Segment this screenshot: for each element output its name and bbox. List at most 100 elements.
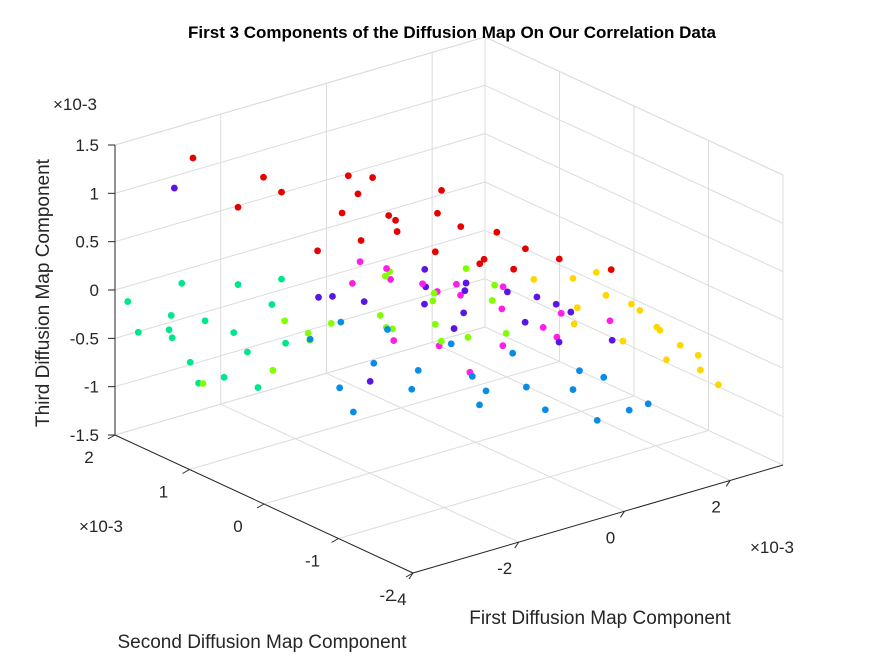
scatter-point [408, 385, 416, 393]
scatter-point [636, 306, 644, 314]
scatter-point [541, 406, 549, 414]
x-tick-mark [408, 572, 414, 580]
scatter-point [356, 258, 364, 266]
scatter-point [461, 287, 469, 295]
scatter-point [430, 289, 438, 297]
scatter-point [421, 265, 429, 273]
z-tick-label: 1 [90, 184, 99, 203]
scatter-point [714, 381, 722, 389]
back-wall-grid-line [114, 133, 486, 243]
scatter-point [357, 237, 365, 244]
scatter-point [434, 209, 441, 217]
z-tick-label: -1 [84, 378, 99, 397]
y-tick-label: -2 [379, 586, 394, 605]
scatter-point [476, 260, 484, 268]
scatter-point [349, 408, 357, 416]
scatter-point [370, 359, 378, 367]
y-tick-mark [405, 572, 414, 578]
scatter-point [392, 216, 399, 224]
x-exponent-label: ×10-3 [750, 538, 794, 557]
scatter-point [429, 297, 437, 305]
scatter-point [510, 265, 518, 273]
scatter-point [234, 203, 242, 211]
scatter-point [278, 275, 285, 283]
scatter-point [124, 298, 132, 305]
scatter-point [482, 387, 490, 395]
x-tick-mark [725, 480, 731, 487]
scatter-point [344, 172, 352, 180]
scatter-point [389, 325, 396, 333]
z-tick-label: 0.5 [75, 233, 99, 252]
scatter-point [503, 288, 511, 296]
scatter-point [438, 186, 445, 194]
scatter-point [555, 255, 563, 263]
scatter-point [696, 366, 704, 374]
scatter-point [663, 356, 670, 364]
scatter-point [134, 328, 142, 336]
scatter-point [278, 188, 285, 196]
scatter-point [421, 300, 428, 308]
scatter-point [168, 334, 176, 342]
x-tick-mark [620, 511, 625, 518]
scatter-point [268, 301, 276, 308]
scatter-point [453, 280, 460, 288]
scatter-point [431, 248, 439, 256]
scatter-point [165, 326, 173, 334]
scatter-point [230, 329, 238, 336]
scatter-point [509, 349, 517, 357]
scatter-point [502, 329, 510, 337]
scatter-point [304, 329, 312, 337]
scatter-point [243, 348, 251, 356]
scatter-point [381, 272, 389, 280]
scatter-point [480, 255, 488, 263]
y-exponent-label: ×10-3 [79, 517, 123, 536]
scatter-point [569, 386, 577, 393]
back-wall-grid-line [484, 84, 784, 224]
scatter-point [281, 317, 289, 325]
scatter-point [199, 380, 207, 387]
y-tick-mark [107, 434, 116, 440]
scatter-point [450, 325, 458, 332]
y-tick-label: 0 [233, 517, 242, 536]
scatter-point [555, 338, 563, 346]
x-tick-label: 2 [711, 497, 720, 516]
box-edge [114, 36, 486, 146]
scatter-point [600, 373, 608, 381]
scatter-point [593, 416, 601, 424]
box-edge [484, 36, 784, 176]
scatter-point [644, 400, 652, 408]
scatter-point [491, 281, 499, 289]
scatter-point [419, 280, 426, 288]
scatter-point [167, 312, 175, 319]
scatter-point [464, 333, 472, 341]
floor-grid-line [338, 430, 709, 539]
scatter-point [282, 339, 289, 347]
chart-title: First 3 Components of the Diffusion Map … [188, 23, 717, 42]
scatter-point [567, 308, 575, 316]
scatter-point [385, 212, 393, 219]
z-tick-label: -0.5 [70, 329, 99, 348]
scatter-point [254, 384, 262, 391]
back-wall-grid-line [114, 181, 486, 291]
scatter-point [569, 274, 577, 282]
scatter-point [460, 309, 468, 317]
scatter-point [393, 228, 401, 235]
y-tick-label: -1 [305, 552, 320, 571]
x-tick-label: -4 [391, 590, 406, 609]
scatter-point [314, 247, 321, 255]
scatter-point [573, 304, 581, 312]
x-tick-mark [514, 541, 520, 549]
scatter-point [557, 309, 565, 317]
scatter-point [530, 275, 538, 283]
scatter-point [186, 358, 194, 366]
scatter-point [608, 336, 616, 344]
y-tick-label: 1 [159, 483, 168, 502]
scatter-point [384, 326, 391, 333]
scatter-point [170, 184, 178, 192]
scatter-point [327, 319, 335, 327]
scatter-point [338, 209, 346, 217]
scatter-point [457, 291, 464, 299]
scatter-point [499, 342, 507, 350]
scatter-point [366, 377, 374, 385]
